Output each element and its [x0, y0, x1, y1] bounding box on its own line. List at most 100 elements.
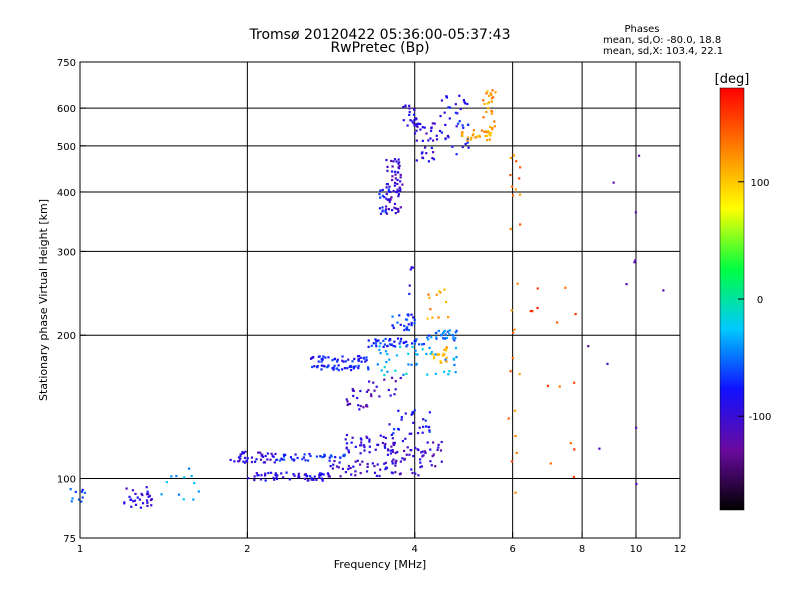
data-point: [315, 455, 319, 458]
data-point: [415, 363, 418, 366]
data-point: [531, 310, 534, 313]
data-point: [359, 389, 362, 393]
data-point: [478, 134, 481, 137]
data-point: [443, 348, 446, 351]
data-points: [69, 89, 665, 509]
colorbar-tick-label: 100: [750, 178, 769, 189]
data-point: [274, 472, 277, 475]
data-point: [319, 474, 322, 477]
data-point: [408, 113, 411, 117]
data-point: [415, 139, 418, 142]
data-point: [509, 370, 512, 373]
data-point: [429, 448, 432, 451]
data-point: [238, 459, 241, 463]
data-point: [428, 429, 431, 432]
data-point: [430, 336, 433, 339]
data-point: [385, 197, 388, 200]
y-tick-label: 750: [57, 58, 76, 69]
data-point: [393, 441, 396, 445]
data-point: [350, 473, 353, 476]
data-point: [389, 394, 392, 397]
data-point: [388, 339, 391, 342]
data-point: [486, 102, 489, 105]
data-point: [374, 342, 378, 345]
data-point: [406, 446, 409, 449]
data-point: [407, 363, 410, 366]
data-point: [391, 437, 394, 440]
data-point: [315, 478, 318, 481]
data-point: [431, 353, 434, 356]
data-point: [428, 425, 431, 429]
data-point: [264, 454, 267, 458]
data-point: [263, 461, 267, 464]
data-point: [239, 455, 242, 458]
data-point: [470, 136, 473, 139]
data-point: [573, 448, 576, 451]
y-tick-label: 100: [57, 475, 76, 486]
data-point: [408, 292, 411, 296]
data-point: [366, 465, 369, 468]
data-point: [384, 211, 387, 214]
data-point: [293, 474, 296, 477]
data-point: [439, 114, 442, 118]
data-point: [635, 426, 638, 429]
data-point: [634, 259, 637, 262]
data-point: [415, 353, 418, 356]
data-point: [360, 444, 363, 447]
data-point: [241, 452, 244, 455]
data-point: [347, 467, 350, 471]
data-point: [421, 348, 424, 351]
data-point: [438, 290, 441, 293]
data-point: [444, 333, 447, 336]
data-point: [410, 468, 413, 471]
data-point: [375, 474, 379, 477]
data-point: [394, 345, 397, 348]
data-point: [130, 505, 133, 508]
data-point: [391, 462, 394, 465]
data-point: [463, 100, 466, 104]
data-point: [347, 449, 350, 452]
data-point: [407, 323, 410, 326]
data-point: [77, 498, 81, 501]
data-point: [242, 460, 245, 463]
data-point: [380, 369, 383, 372]
data-point: [316, 366, 319, 369]
data-point: [391, 175, 394, 178]
data-point: [269, 458, 272, 461]
data-point: [437, 446, 440, 449]
data-point: [442, 337, 445, 340]
data-point: [378, 207, 381, 210]
data-point: [337, 369, 340, 372]
data-point: [432, 453, 435, 456]
data-point: [388, 185, 391, 188]
data-point: [128, 495, 131, 498]
data-point: [396, 182, 399, 186]
data-point: [366, 462, 369, 466]
data-point: [412, 454, 415, 458]
data-point: [388, 358, 391, 361]
data-point: [381, 194, 385, 197]
data-point: [326, 365, 330, 368]
data-point: [491, 126, 494, 129]
data-point: [281, 458, 284, 461]
data-point: [349, 365, 353, 368]
data-point: [414, 123, 417, 126]
data-point: [69, 488, 72, 491]
data-point: [396, 178, 399, 182]
data-point: [514, 491, 517, 494]
data-point: [392, 326, 395, 329]
data-point: [515, 160, 518, 163]
data-point: [489, 125, 492, 129]
data-point: [341, 467, 344, 471]
data-point: [399, 206, 402, 209]
data-point: [368, 445, 371, 448]
data-point: [511, 194, 515, 197]
data-point: [190, 474, 193, 478]
data-point: [426, 373, 429, 376]
data-point: [368, 440, 371, 443]
data-point: [444, 300, 448, 304]
data-point: [407, 313, 410, 316]
data-point: [379, 189, 382, 192]
data-point: [332, 463, 335, 466]
data-point: [400, 418, 403, 421]
